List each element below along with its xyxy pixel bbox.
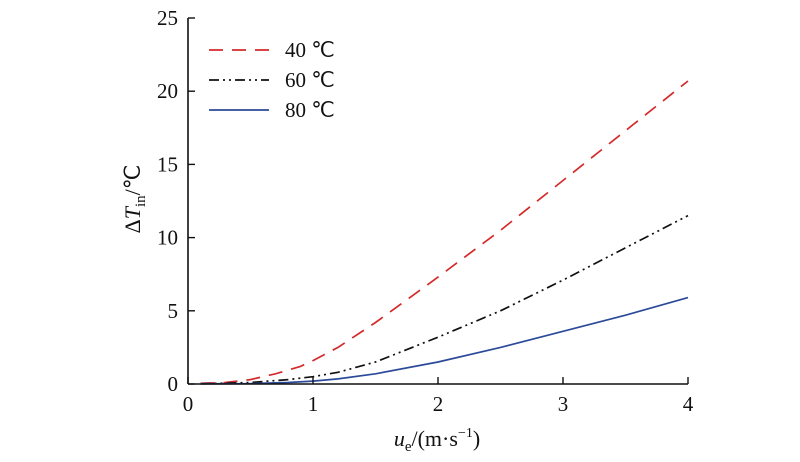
y-tick-label: 25 xyxy=(157,6,178,30)
legend: 40 ℃ 60 ℃ 80 ℃ xyxy=(209,38,335,122)
y-axis-title-sub: in xyxy=(133,195,149,207)
x-axis-title-sup: −1 xyxy=(458,426,473,441)
axes xyxy=(187,18,688,385)
y-tick-label: 20 xyxy=(157,79,178,103)
series-line-1 xyxy=(200,80,689,385)
y-axis-title: ΔTin/℃ xyxy=(120,165,149,234)
x-axis-title-rest: /(m·s xyxy=(411,426,457,451)
y-axis-title-delta: Δ xyxy=(120,219,145,233)
legend-label-1: 40 ℃ xyxy=(285,38,335,62)
y-axis-title-rest: /℃ xyxy=(120,165,145,196)
y-tick-label: 5 xyxy=(168,299,179,323)
series-lines xyxy=(200,80,689,385)
y-tick-label: 0 xyxy=(168,372,179,396)
y-axis-title-base: T xyxy=(120,205,145,219)
x-axis-title-close: ) xyxy=(473,426,480,451)
series-line-3 xyxy=(200,296,689,385)
series-line-2 xyxy=(200,214,689,385)
x-axis-title-base: u xyxy=(394,426,405,451)
y-tick-label: 10 xyxy=(157,226,178,250)
legend-label-2: 60 ℃ xyxy=(285,68,335,92)
x-tick-label: 4 xyxy=(683,392,694,416)
ticks: 0 1 2 3 4 0 5 10 15 20 25 xyxy=(157,6,694,416)
x-tick-label: 0 xyxy=(183,392,194,416)
x-tick-label: 2 xyxy=(433,392,444,416)
y-tick-label: 15 xyxy=(157,152,178,176)
x-tick-label: 3 xyxy=(558,392,569,416)
x-tick-label: 1 xyxy=(308,392,319,416)
x-axis-title: ue/(m·s−1) xyxy=(394,426,480,455)
legend-label-3: 80 ℃ xyxy=(285,98,335,122)
x-axis-title-sub: e xyxy=(405,439,412,455)
